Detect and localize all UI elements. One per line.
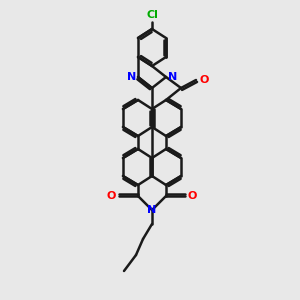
- Text: N: N: [127, 72, 136, 82]
- Text: O: O: [106, 191, 116, 201]
- Text: N: N: [168, 72, 177, 82]
- Text: O: O: [199, 75, 208, 85]
- Text: Cl: Cl: [146, 10, 158, 20]
- Text: O: O: [188, 191, 197, 201]
- Text: N: N: [147, 205, 157, 215]
